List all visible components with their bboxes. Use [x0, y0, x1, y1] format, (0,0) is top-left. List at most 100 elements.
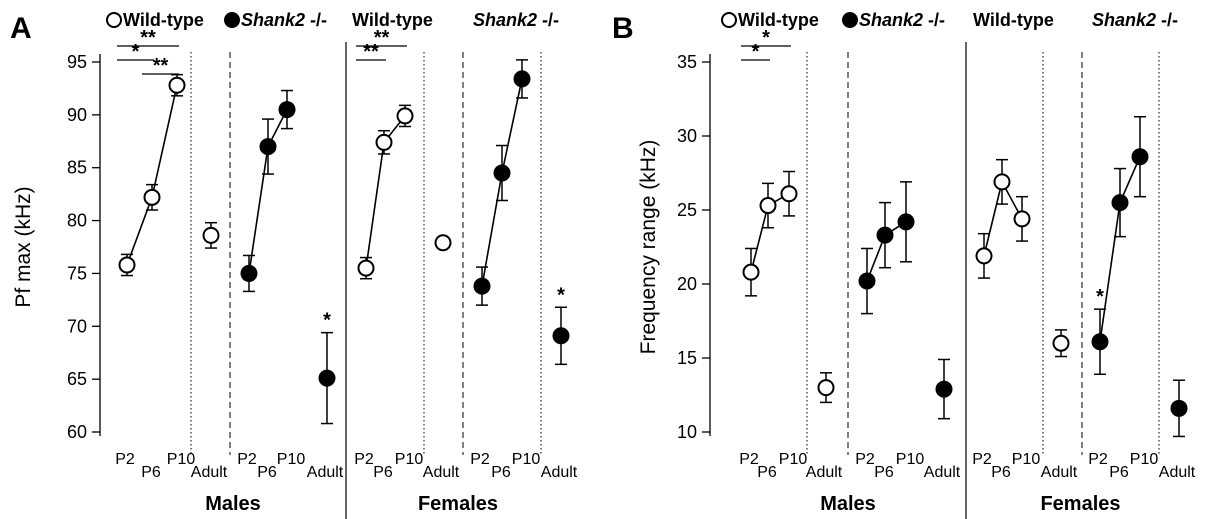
point-p6	[759, 197, 777, 215]
x-label-p2: P2	[1088, 451, 1108, 468]
point-p6	[993, 173, 1011, 191]
point-adult	[202, 226, 220, 244]
point-adult	[1052, 334, 1070, 352]
point-p6	[493, 164, 511, 182]
y-tick-label: 90	[67, 105, 87, 125]
x-label-p10: P10	[512, 451, 541, 468]
point-p6	[259, 138, 277, 156]
point-p10	[1131, 148, 1149, 166]
x-label-p6: P6	[257, 464, 277, 481]
y-tick-label: 80	[67, 211, 87, 231]
y-axis-label: Frequency range (kHz)	[637, 140, 660, 355]
series-males-shank2	[240, 89, 336, 425]
annotation-asterisk: *	[323, 310, 331, 332]
sex-label-females: Females	[418, 493, 498, 515]
point-p2	[1091, 333, 1109, 351]
x-label-p2: P2	[855, 451, 875, 468]
series-females-shank2	[1091, 116, 1188, 438]
point-p6	[876, 226, 894, 244]
point-adult	[434, 234, 452, 252]
legend-label-shank2-genotype: -/-	[923, 10, 945, 30]
annotation-asterisk: *	[1096, 286, 1104, 308]
point-p2	[118, 256, 136, 274]
point-p2	[975, 247, 993, 265]
legend-label-shank2: Shank2 -/-	[241, 10, 327, 30]
point-p2	[357, 259, 375, 277]
group-title-shank2-genotype: -/-	[537, 10, 559, 30]
legend-label-wild-type: Wild-type	[123, 10, 204, 30]
point-p2	[742, 263, 760, 281]
y-tick-label: 65	[67, 369, 87, 389]
panel-b: B Wild-type Shank2 -/- Wild-type Shank2 -/- 1…	[612, 10, 1196, 519]
x-label-adult: Adult	[1041, 464, 1078, 481]
x-label-adult: Adult	[423, 464, 460, 481]
group-title-wild-type: Wild-type	[352, 10, 433, 30]
y-tick-label: 20	[677, 274, 697, 294]
y-tick-label: 95	[67, 52, 87, 72]
x-label-p2: P2	[354, 451, 374, 468]
panel-a: A Wild-type Shank2 -/- Wild-type Shank2 -/- 6…	[10, 10, 578, 519]
panel-letter: B	[612, 12, 634, 45]
sex-label-males: Males	[820, 493, 876, 515]
point-p10	[278, 101, 296, 119]
point-p10	[396, 107, 414, 125]
group-title-wild-type: Wild-type	[973, 10, 1054, 30]
legend-label-wild-type: Wild-type	[738, 10, 819, 30]
y-tick-label: 35	[677, 52, 697, 72]
y-tick-label: 85	[67, 158, 87, 178]
point-p10	[1013, 210, 1031, 228]
group-title-shank2-genotype: -/-	[1156, 10, 1178, 30]
x-label-p6: P6	[991, 464, 1011, 481]
x-label-p6: P6	[1109, 464, 1129, 481]
x-label-p6: P6	[141, 464, 161, 481]
series-females-shank2	[473, 59, 570, 366]
point-adult	[552, 327, 570, 345]
y-tick-label: 60	[67, 422, 87, 442]
x-label-p10: P10	[1130, 451, 1159, 468]
point-adult	[1170, 399, 1188, 417]
x-label-p6: P6	[373, 464, 393, 481]
x-label-adult: Adult	[924, 464, 961, 481]
point-p10	[513, 70, 531, 88]
y-tick-label: 15	[677, 348, 697, 368]
series-line	[126, 85, 178, 266]
x-label-p10: P10	[277, 451, 306, 468]
x-label-p6: P6	[491, 464, 511, 481]
y-tick-label: 25	[677, 200, 697, 220]
x-label-adult: Adult	[806, 464, 843, 481]
x-label-p10: P10	[1012, 451, 1041, 468]
legend-open-marker	[106, 12, 122, 28]
x-label-p6: P6	[757, 464, 777, 481]
y-axis-label: Pf max (kHz)	[12, 186, 35, 307]
legend-label-shank2: Shank2 -/-	[859, 10, 945, 30]
x-label-adult: Adult	[307, 464, 344, 481]
series-females-wild-type	[975, 158, 1070, 358]
y-tick-label: 30	[677, 126, 697, 146]
annotation-asterisk: *	[557, 284, 565, 306]
significance-label: **	[153, 55, 169, 77]
y-tick-label: 10	[677, 422, 697, 442]
point-p6	[375, 133, 393, 151]
x-label-p2: P2	[237, 451, 257, 468]
significance-label: **	[374, 27, 390, 49]
x-label-p2: P2	[739, 451, 759, 468]
significance-label: *	[762, 27, 770, 49]
x-label-p10: P10	[779, 451, 808, 468]
point-p10	[780, 185, 798, 203]
x-label-p2: P2	[115, 451, 135, 468]
x-label-p2: P2	[470, 451, 490, 468]
legend-label-shank2-gene: Shank2	[241, 10, 305, 30]
significance-label: **	[140, 27, 156, 49]
x-label-adult: Adult	[1159, 464, 1196, 481]
point-p6	[1111, 194, 1129, 212]
group-title-shank2-gene: Shank2	[473, 10, 537, 30]
group-title-shank2: Shank2 -/-	[1092, 10, 1178, 30]
x-label-adult: Adult	[191, 464, 228, 481]
point-p2	[858, 272, 876, 290]
point-p2	[240, 264, 258, 282]
point-p6	[143, 188, 161, 206]
series-males-shank2	[858, 181, 953, 420]
point-adult	[935, 380, 953, 398]
x-label-p6: P6	[874, 464, 894, 481]
y-tick-label: 75	[67, 263, 87, 283]
